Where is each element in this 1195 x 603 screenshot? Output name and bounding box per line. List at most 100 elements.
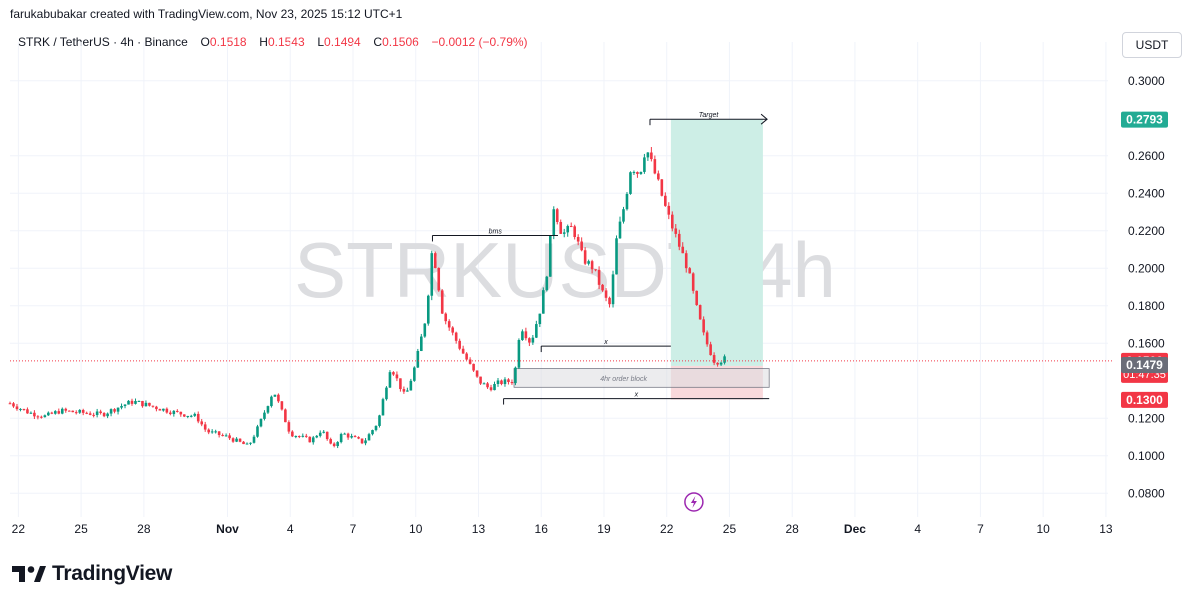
candle-body bbox=[54, 411, 57, 414]
candle bbox=[99, 409, 102, 415]
candle-body bbox=[402, 389, 406, 392]
candle-body bbox=[705, 332, 709, 345]
candle bbox=[594, 269, 597, 272]
candle-body bbox=[395, 374, 399, 379]
candle bbox=[695, 290, 698, 306]
tradingview-footer[interactable]: TradingView bbox=[12, 560, 172, 588]
candle-body bbox=[336, 442, 339, 447]
candle-body bbox=[74, 412, 78, 414]
candle bbox=[646, 152, 650, 161]
candle-body bbox=[615, 238, 618, 275]
candle-body bbox=[618, 221, 622, 239]
symbol-name[interactable]: STRK / TetherUS · 4h · Binance bbox=[18, 35, 188, 49]
candle bbox=[493, 381, 496, 391]
candle bbox=[385, 386, 388, 401]
candle bbox=[242, 441, 245, 445]
change-value: −0.0012 (−0.79%) bbox=[431, 35, 528, 49]
candle bbox=[381, 397, 385, 416]
candle bbox=[423, 323, 427, 338]
candle bbox=[371, 429, 374, 436]
candle bbox=[583, 247, 587, 266]
candle bbox=[57, 408, 61, 415]
candle bbox=[325, 431, 329, 441]
candle bbox=[172, 409, 176, 417]
annotation-1: Target bbox=[649, 112, 768, 126]
candle-body bbox=[40, 416, 43, 418]
candle-body bbox=[64, 408, 68, 411]
candle bbox=[500, 379, 503, 386]
candle bbox=[127, 400, 130, 405]
candle-body bbox=[99, 411, 102, 414]
candle bbox=[426, 294, 430, 326]
candle-body bbox=[360, 438, 364, 444]
candle bbox=[677, 229, 681, 251]
candle-body bbox=[301, 435, 305, 437]
candle bbox=[311, 435, 315, 445]
time-tick-label: 7 bbox=[977, 522, 984, 536]
candle bbox=[280, 401, 284, 411]
candle bbox=[416, 348, 420, 369]
candle-body bbox=[60, 408, 64, 414]
candle bbox=[343, 432, 346, 435]
candle bbox=[8, 401, 12, 405]
candle bbox=[719, 361, 723, 366]
candle bbox=[409, 378, 413, 391]
lightning-icon[interactable] bbox=[684, 492, 704, 512]
candle bbox=[674, 224, 678, 238]
high-label: H bbox=[259, 35, 268, 49]
candle bbox=[433, 251, 437, 269]
candle-body bbox=[583, 250, 587, 264]
candle bbox=[43, 414, 47, 418]
candle bbox=[54, 410, 57, 415]
price-tick-label: 0.1600 bbox=[1128, 336, 1165, 350]
candle-body bbox=[95, 411, 99, 416]
candle bbox=[228, 433, 231, 440]
candle bbox=[235, 437, 238, 443]
candle-body bbox=[325, 431, 329, 440]
candle bbox=[486, 381, 489, 389]
candle-body bbox=[134, 401, 137, 404]
candle-body bbox=[468, 359, 472, 364]
candle-body bbox=[475, 370, 479, 377]
candle-body bbox=[447, 321, 451, 328]
candle-body bbox=[298, 436, 301, 438]
candle bbox=[308, 436, 312, 443]
candle-body bbox=[266, 406, 270, 413]
candle-body bbox=[503, 379, 507, 385]
candle-body bbox=[353, 436, 357, 438]
candle-body bbox=[130, 400, 134, 404]
candle bbox=[406, 387, 409, 392]
candle-body bbox=[43, 415, 47, 418]
candle bbox=[120, 403, 123, 410]
candle-body bbox=[482, 383, 486, 385]
candle-body bbox=[569, 226, 573, 228]
candle-body bbox=[270, 396, 273, 407]
candle-body bbox=[677, 233, 681, 247]
candle-body bbox=[33, 412, 36, 417]
candle bbox=[259, 418, 263, 428]
candle-body bbox=[521, 331, 524, 341]
price-tick-label: 0.2600 bbox=[1128, 149, 1165, 163]
stop-price-badge: 0.1300 bbox=[1121, 391, 1168, 408]
time-axis: 22 25 28 Nov 4 7 10 13 16 19 22 25 28 Dec 4 7 10 13 bbox=[12, 522, 1113, 536]
candle-body bbox=[688, 268, 692, 274]
currency-selector[interactable]: USDT bbox=[1122, 32, 1182, 58]
candle-body bbox=[657, 173, 660, 180]
candle-body bbox=[50, 412, 54, 414]
candle bbox=[315, 434, 319, 439]
candle bbox=[301, 433, 305, 438]
candle-body bbox=[664, 195, 667, 206]
candle bbox=[643, 153, 646, 174]
time-tick-label: 28 bbox=[137, 522, 151, 536]
candle-body bbox=[378, 415, 381, 426]
candle bbox=[88, 411, 92, 416]
time-tick-label: 16 bbox=[535, 522, 549, 536]
candle-body bbox=[538, 313, 542, 325]
candle bbox=[691, 272, 695, 294]
candle-body bbox=[698, 305, 702, 320]
candle bbox=[284, 408, 287, 423]
candle bbox=[392, 371, 395, 376]
candle bbox=[329, 437, 332, 445]
candle-body bbox=[85, 412, 88, 414]
